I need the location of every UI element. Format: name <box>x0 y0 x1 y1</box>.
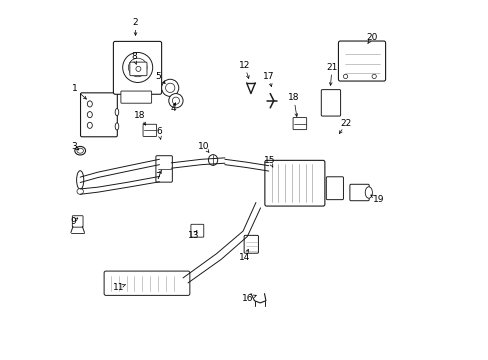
FancyBboxPatch shape <box>264 160 324 206</box>
Ellipse shape <box>365 187 372 198</box>
Text: 1: 1 <box>72 84 78 93</box>
FancyBboxPatch shape <box>130 62 147 76</box>
Ellipse shape <box>208 155 217 165</box>
FancyBboxPatch shape <box>156 156 172 182</box>
FancyBboxPatch shape <box>81 93 117 137</box>
Circle shape <box>172 97 179 104</box>
Text: 22: 22 <box>340 119 351 128</box>
Text: 16: 16 <box>242 294 253 303</box>
Circle shape <box>128 58 147 77</box>
Text: 7: 7 <box>155 172 161 181</box>
Text: 4: 4 <box>170 104 176 113</box>
Ellipse shape <box>77 148 83 153</box>
Text: 18: 18 <box>134 111 145 120</box>
Text: 2: 2 <box>132 18 138 27</box>
Circle shape <box>371 74 376 78</box>
Circle shape <box>165 83 175 93</box>
FancyBboxPatch shape <box>321 90 340 116</box>
Text: 8: 8 <box>131 52 136 61</box>
Text: 15: 15 <box>263 156 275 165</box>
FancyBboxPatch shape <box>72 216 83 227</box>
Ellipse shape <box>75 147 85 155</box>
FancyBboxPatch shape <box>121 91 151 103</box>
Text: 19: 19 <box>372 195 384 204</box>
Text: 6: 6 <box>156 127 162 136</box>
FancyBboxPatch shape <box>104 271 189 296</box>
FancyBboxPatch shape <box>190 224 203 237</box>
Ellipse shape <box>115 123 119 130</box>
Text: 3: 3 <box>71 141 77 150</box>
Ellipse shape <box>77 189 83 194</box>
Ellipse shape <box>87 112 92 118</box>
Ellipse shape <box>115 109 119 116</box>
Circle shape <box>122 53 152 82</box>
Text: 11: 11 <box>113 283 124 292</box>
FancyBboxPatch shape <box>338 41 385 81</box>
Circle shape <box>168 94 183 108</box>
Ellipse shape <box>77 171 83 189</box>
FancyBboxPatch shape <box>143 124 156 136</box>
Ellipse shape <box>87 101 92 107</box>
Circle shape <box>343 74 347 78</box>
FancyBboxPatch shape <box>349 184 368 201</box>
Text: 18: 18 <box>287 93 299 102</box>
Text: 9: 9 <box>71 217 77 226</box>
FancyBboxPatch shape <box>244 235 258 253</box>
Text: 20: 20 <box>366 33 377 42</box>
Circle shape <box>136 66 141 71</box>
Text: 13: 13 <box>188 231 199 240</box>
Text: 10: 10 <box>197 141 209 150</box>
Text: 12: 12 <box>238 61 250 70</box>
Text: 5: 5 <box>155 72 161 81</box>
FancyBboxPatch shape <box>113 41 162 94</box>
Text: 14: 14 <box>238 253 250 262</box>
Text: 21: 21 <box>325 63 337 72</box>
Circle shape <box>162 79 179 96</box>
Text: 17: 17 <box>263 72 274 81</box>
Ellipse shape <box>87 122 92 129</box>
FancyBboxPatch shape <box>292 117 306 130</box>
FancyBboxPatch shape <box>325 177 343 200</box>
